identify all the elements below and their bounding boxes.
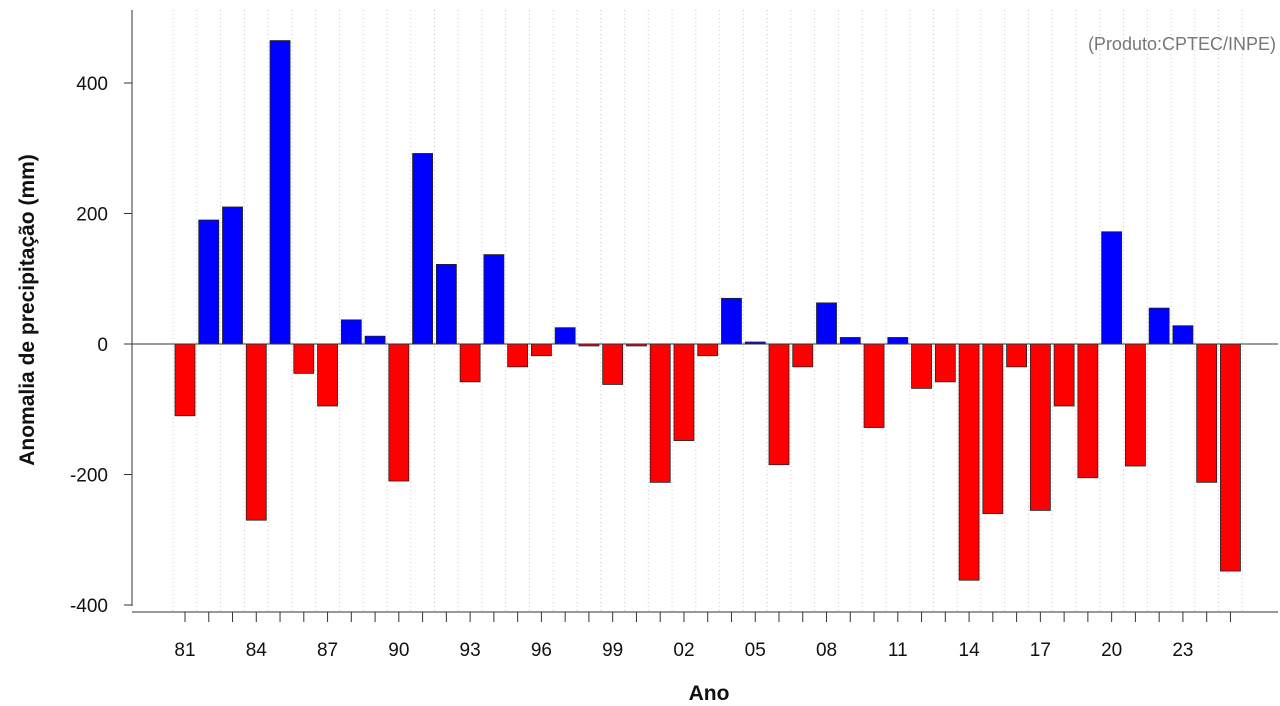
bar-1990 (388, 343, 410, 482)
x-tick-label: 20 (1101, 640, 1122, 661)
bar-2007 (792, 343, 814, 368)
bar-2025 (1220, 343, 1241, 572)
bar-2016 (1006, 343, 1027, 368)
bar-2014 (958, 343, 980, 581)
bar-2001 (649, 343, 671, 483)
x-tick-label: 02 (673, 640, 694, 661)
x-tick-label: 99 (602, 640, 623, 661)
bar-2012 (911, 343, 932, 389)
bar-2013 (934, 343, 956, 383)
x-tick-label: 87 (317, 640, 338, 661)
bar-2023 (1172, 325, 1194, 345)
bar-1982 (198, 219, 220, 345)
bar-1996 (531, 343, 552, 357)
bar-2024 (1196, 343, 1218, 483)
bar-2017 (1029, 343, 1051, 511)
bar-2018 (1053, 343, 1075, 407)
y-tick-label: 0 (97, 335, 108, 356)
x-tick-label: 17 (1030, 640, 1051, 661)
bar-2003 (697, 343, 719, 357)
bar-2011 (887, 337, 909, 345)
chart-credit: (Produto:CPTEC/INPE) (1088, 34, 1276, 54)
x-tick-label: 11 (888, 640, 908, 661)
bar-1986 (293, 343, 315, 374)
x-tick-label: 81 (174, 640, 195, 661)
bar-2008 (816, 302, 837, 345)
grid-lines (172, 10, 1243, 612)
bar-2006 (768, 343, 790, 466)
x-axis-title: Ano (689, 682, 730, 705)
x-tick-label: 14 (959, 640, 981, 661)
bar-2020 (1101, 231, 1123, 345)
bar-2010 (863, 343, 885, 428)
bar-1995 (507, 343, 529, 368)
bar-1993 (459, 343, 481, 383)
bar-1988 (340, 319, 362, 345)
axes: -400 -200 0 200 400 81 84 87 90 93 96 99 02 05 08 11 14 1… (70, 10, 1278, 661)
x-tick-label: 23 (1172, 640, 1193, 661)
bar-1984 (245, 343, 267, 521)
y-tick-label: -200 (70, 466, 108, 487)
bar-1981 (174, 343, 196, 417)
bar-1985 (269, 40, 291, 345)
bar-2021 (1125, 343, 1146, 467)
x-tick-label: 93 (460, 640, 481, 661)
bar-2004 (721, 297, 742, 345)
bar-1997 (554, 327, 576, 345)
bar-1994 (483, 254, 505, 345)
y-tick-label: 200 (76, 205, 108, 226)
bar-2015 (982, 343, 1004, 515)
y-axis-title: Anomalia de precipitação (mm) (16, 154, 39, 466)
x-tick-label: 08 (816, 640, 837, 661)
bar-2022 (1148, 307, 1170, 345)
bar-1992 (435, 263, 457, 345)
bar-1991 (412, 153, 434, 345)
bar-1989 (364, 335, 386, 345)
x-tick-label: 05 (745, 640, 766, 661)
x-tick-label: 90 (388, 640, 409, 661)
bar-1987 (317, 343, 338, 407)
bars (174, 40, 1241, 581)
bar-1983 (222, 206, 243, 345)
bar-2019 (1077, 343, 1099, 479)
y-tick-label: -400 (70, 596, 108, 617)
bar-2002 (673, 343, 695, 441)
bar-2009 (839, 337, 861, 345)
bar-1999 (602, 343, 624, 385)
y-tick-label: 400 (76, 74, 108, 95)
x-tick-label: 96 (531, 640, 552, 661)
x-tick-label: 84 (246, 640, 268, 661)
